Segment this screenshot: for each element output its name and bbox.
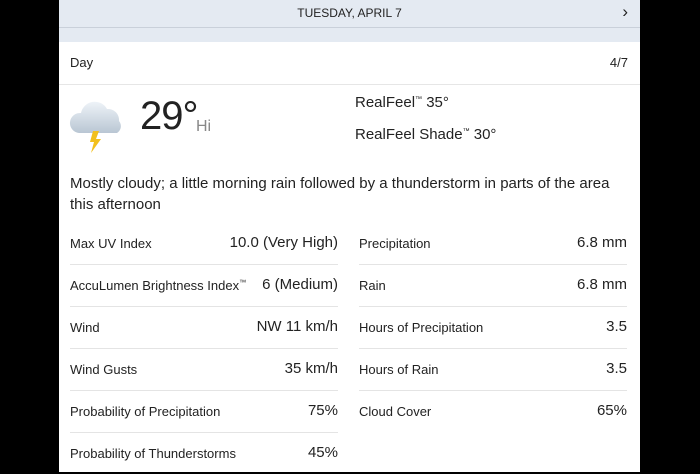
stat-row: Hours of Precipitation 3.5 xyxy=(359,307,627,349)
stat-value: NW 11 km/h xyxy=(256,318,338,335)
realfeel-value: 35° xyxy=(426,94,449,111)
stat-label: Max UV Index xyxy=(70,236,152,251)
stat-label: Hours of Rain xyxy=(359,362,439,377)
realfeel-shade-label: RealFeel Shade xyxy=(355,126,463,143)
right-stats: Precipitation 6.8 mm Rain 6.8 mm Hours of … xyxy=(359,223,627,432)
realfeel-label: RealFeel xyxy=(355,94,416,111)
trademark: ™ xyxy=(462,128,470,135)
stat-row: Rain 6.8 mm xyxy=(359,265,627,307)
date-header: TUESDAY, APRIL 7 › xyxy=(59,0,640,28)
stat-label: Probability of Thunderstorms xyxy=(70,446,236,461)
thunderstorm-cloud-icon xyxy=(69,101,121,153)
weather-description: Mostly cloudy; a little morning rain fol… xyxy=(70,175,610,213)
day-label: Day xyxy=(70,55,94,70)
chevron-right-icon[interactable]: › xyxy=(622,2,628,21)
stat-value: 6.8 mm xyxy=(576,234,627,251)
stat-value: 3.5 xyxy=(606,318,627,335)
stat-label: Wind Gusts xyxy=(70,362,138,377)
header-date: TUESDAY, APRIL 7 xyxy=(297,6,402,20)
stat-row: Wind NW 11 km/h xyxy=(70,307,338,349)
stat-value: 35 km/h xyxy=(284,360,338,377)
day-row: Day 4/7 xyxy=(59,42,640,85)
hi-label: Hi xyxy=(196,118,212,135)
stat-row: Cloud Cover 65% xyxy=(359,391,627,432)
stat-row: Wind Gusts 35 km/h xyxy=(70,349,338,391)
stat-label-text: AccuLumen Brightness Index xyxy=(70,278,240,293)
stat-label: Cloud Cover xyxy=(359,404,432,419)
stat-row: Probability of Precipitation 75% xyxy=(70,391,338,433)
stat-row: Max UV Index 10.0 (Very High) xyxy=(70,223,338,265)
day-date: 4/7 xyxy=(609,55,628,70)
stat-label: Rain xyxy=(359,278,386,293)
stat-value: 10.0 (Very High) xyxy=(229,234,338,251)
stat-row: AccuLumen Brightness Index™ 6 (Medium) xyxy=(70,265,338,307)
left-stats: Max UV Index 10.0 (Very High) AccuLumen B… xyxy=(70,223,338,474)
stat-label: Precipitation xyxy=(359,236,431,251)
stat-row: Precipitation 6.8 mm xyxy=(359,223,627,265)
stat-label: AccuLumen Brightness Index™ xyxy=(70,278,246,293)
stat-value: 65% xyxy=(596,402,627,419)
stat-value: 75% xyxy=(307,402,338,419)
temperature: 29° xyxy=(140,94,198,138)
stat-value: 6.8 mm xyxy=(576,276,627,293)
stat-value: 3.5 xyxy=(606,360,627,377)
stat-label: Probability of Precipitation xyxy=(70,404,221,419)
realfeel: RealFeel™ 35° xyxy=(355,94,449,111)
stat-value: 45% xyxy=(307,444,338,461)
realfeel-shade: RealFeel Shade™ 30° xyxy=(355,126,496,143)
stat-row: Hours of Rain 3.5 xyxy=(359,349,627,391)
stat-value: 6 (Medium) xyxy=(262,276,338,293)
trademark: ™ xyxy=(415,96,423,103)
stat-label: Hours of Precipitation xyxy=(359,320,484,335)
realfeel-shade-value: 30° xyxy=(473,126,497,143)
day-card: Day 4/7 29° Hi RealFeel™ 35° RealFeel Sh… xyxy=(59,42,640,472)
stat-label: Wind xyxy=(70,320,100,335)
stat-row: Probability of Thunderstorms 45% xyxy=(70,433,338,474)
trademark: ™ xyxy=(239,279,247,287)
forecast-panel: TUESDAY, APRIL 7 › Day 4/7 29° Hi RealFe… xyxy=(59,0,640,472)
